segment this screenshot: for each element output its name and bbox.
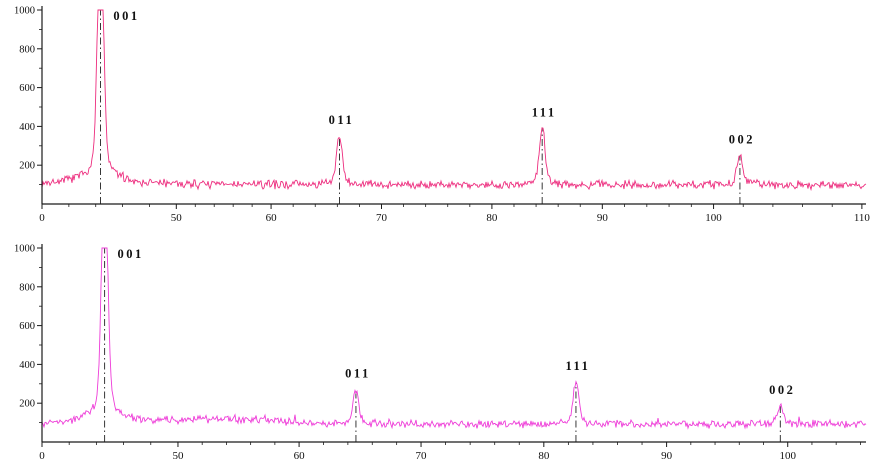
diffraction-trace: [41, 9, 867, 192]
diffraction-trace: [41, 247, 867, 430]
y-tick-label: 800: [19, 44, 35, 55]
y-tick-label: 1000: [14, 244, 35, 255]
x-tick-label: 80: [538, 450, 550, 462]
peak-label-011: 011: [345, 367, 371, 381]
y-tick-label: 600: [19, 83, 35, 94]
y-tick-label: 800: [19, 282, 35, 293]
y-tick-label: 400: [19, 360, 35, 371]
y-tick-label: 600: [19, 321, 35, 332]
x-tick-label: 80: [486, 212, 498, 224]
xrd-plot-bottom: 0 50 60 70 80 90 100 200 400 600 800 1000 001 011 111 0…: [14, 244, 867, 462]
x-tick-label: 50: [171, 212, 183, 224]
peak-label-001: 001: [113, 9, 139, 23]
x-tick-label: 90: [661, 450, 673, 462]
peak-label-002: 002: [729, 133, 755, 147]
x-tick-label: 60: [266, 212, 278, 224]
x-tick-label: 0: [39, 212, 45, 224]
x-tick-label: 110: [854, 212, 871, 224]
y-tick-label: 400: [19, 122, 35, 133]
x-tick-label: 100: [705, 212, 722, 224]
x-tick-label: 50: [172, 450, 184, 462]
x-tick-label: 90: [597, 212, 609, 224]
xrd-chart-top: 0 50 60 70 80 90 100 110 200 400 600 800 1000 001 011 1…: [0, 0, 884, 237]
peak-label-111: 111: [566, 359, 591, 373]
x-tick-label: 100: [779, 450, 796, 462]
x-tick-label: 0: [39, 450, 45, 462]
peak-label-001: 001: [117, 247, 143, 261]
y-tick-label: 200: [19, 161, 35, 172]
y-tick-label: 1000: [14, 6, 35, 17]
peak-label-002: 002: [769, 383, 795, 397]
xrd-plot-top: 0 50 60 70 80 90 100 110 200 400 600 800 1000 001 011 1…: [14, 6, 871, 225]
peak-label-011: 011: [329, 113, 355, 127]
x-tick-label: 70: [416, 450, 428, 462]
xrd-chart-bottom: 0 50 60 70 80 90 100 200 400 600 800 1000 001 011 111 0…: [0, 238, 884, 475]
y-tick-label: 200: [19, 399, 35, 410]
peak-label-111: 111: [532, 105, 557, 119]
x-tick-label: 70: [376, 212, 388, 224]
x-tick-label: 60: [294, 450, 306, 462]
